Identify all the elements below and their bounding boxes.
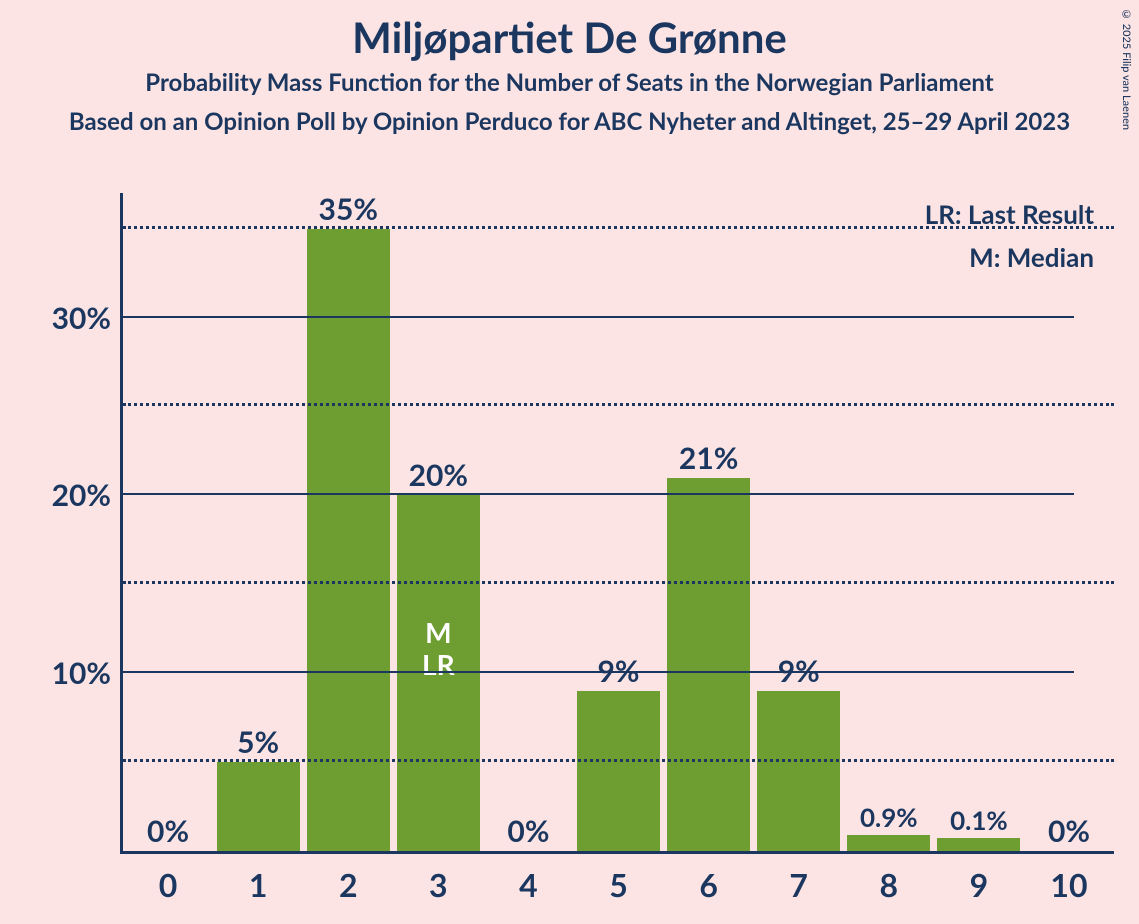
bar-value-label: 0% bbox=[507, 813, 549, 849]
x-axis-label: 5 bbox=[609, 865, 628, 904]
chart-subtitle: Probability Mass Function for the Number… bbox=[0, 68, 1139, 97]
bar-value-label: 0% bbox=[1048, 813, 1090, 849]
x-axis-label: 9 bbox=[970, 865, 989, 904]
x-axis-label: 0 bbox=[159, 865, 178, 904]
bar: 9% bbox=[757, 691, 840, 851]
bar: 9% bbox=[577, 691, 660, 851]
x-axis-label: 8 bbox=[880, 865, 899, 904]
gridline-major: 10% bbox=[123, 671, 1074, 673]
bar-slot: 35%2 bbox=[303, 193, 393, 851]
legend-m: M: Median bbox=[925, 236, 1094, 279]
bar: 21% bbox=[667, 478, 750, 851]
bar-slot: 0%0 bbox=[123, 193, 213, 851]
plot-area: 0%05%135%220%MLR30%49%521%69%70.9%80.1%9… bbox=[120, 193, 1114, 854]
chart-area: 0%05%135%220%MLR30%49%521%69%70.9%80.1%9… bbox=[0, 165, 1139, 924]
bar-value-label: 0.1% bbox=[950, 804, 1008, 836]
bar-slot: 21%6 bbox=[664, 193, 754, 851]
gridline-minor bbox=[123, 759, 1114, 762]
chart-source: Based on an Opinion Poll by Opinion Perd… bbox=[0, 107, 1139, 136]
copyright-text: © 2025 Filip van Laenen bbox=[1120, 8, 1133, 130]
x-axis-label: 1 bbox=[249, 865, 268, 904]
bars-container: 0%05%135%220%MLR30%49%521%69%70.9%80.1%9… bbox=[123, 193, 1114, 851]
bar: 5% bbox=[217, 762, 300, 851]
bar: 0.1% bbox=[937, 838, 1020, 851]
bar-slot: 0%4 bbox=[483, 193, 573, 851]
x-axis-label: 6 bbox=[699, 865, 718, 904]
chart-header: Miljøpartiet De Grønne Probability Mass … bbox=[0, 0, 1139, 136]
chart-legend: LR: Last Result M: Median bbox=[925, 193, 1094, 279]
x-axis-label: 7 bbox=[789, 865, 808, 904]
y-axis-label: 30% bbox=[52, 300, 111, 336]
bar-value-label: 0% bbox=[147, 813, 189, 849]
bar: 0.9% bbox=[847, 835, 930, 851]
bar-slot: 5%1 bbox=[213, 193, 303, 851]
legend-lr: LR: Last Result bbox=[925, 193, 1094, 236]
bar-slot: 9%7 bbox=[754, 193, 844, 851]
bar-value-label: 0.9% bbox=[860, 801, 918, 833]
x-axis-label: 3 bbox=[429, 865, 448, 904]
y-axis-label: 10% bbox=[52, 655, 111, 691]
gridline-minor bbox=[123, 226, 1114, 229]
gridline-minor bbox=[123, 403, 1114, 406]
gridline-major: 20% bbox=[123, 493, 1074, 495]
bar: 35% bbox=[307, 229, 390, 851]
chart-title: Miljøpartiet De Grønne bbox=[0, 12, 1139, 62]
bar-value-label: 20% bbox=[409, 457, 468, 493]
bar-value-label: 21% bbox=[679, 440, 738, 476]
x-axis-label: 4 bbox=[519, 865, 538, 904]
gridline-major: 30% bbox=[123, 316, 1074, 318]
bar-value-label: 5% bbox=[237, 724, 279, 760]
bar-slot: 20%MLR3 bbox=[393, 193, 483, 851]
bar-slot: 9%5 bbox=[573, 193, 663, 851]
bar-value-label: 35% bbox=[319, 191, 378, 227]
bar-slot: 0%10 bbox=[1024, 193, 1114, 851]
x-axis-label: 2 bbox=[339, 865, 358, 904]
gridline-minor bbox=[123, 581, 1114, 584]
bar-slot: 0.9%8 bbox=[844, 193, 934, 851]
bar-slot: 0.1%9 bbox=[934, 193, 1024, 851]
y-axis-label: 20% bbox=[52, 477, 111, 513]
x-axis-label: 10 bbox=[1050, 865, 1087, 904]
